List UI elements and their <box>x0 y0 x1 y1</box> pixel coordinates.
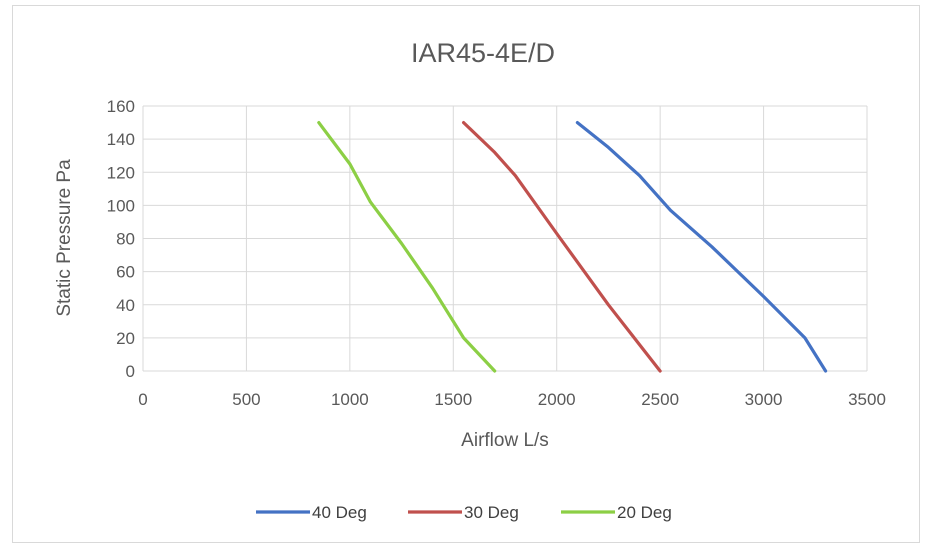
x-tick-label: 1500 <box>434 390 472 409</box>
series-line-20-deg <box>317 121 497 373</box>
chart-title: IAR45-4E/D <box>411 38 555 68</box>
y-tick-label: 100 <box>107 196 135 215</box>
y-tick-label: 120 <box>107 163 135 182</box>
x-tick-label: 2000 <box>538 390 576 409</box>
y-tick-label: 60 <box>116 263 135 282</box>
x-axis-title: Airflow L/s <box>461 430 549 451</box>
legend: 40 Deg 30 Deg 20 Deg <box>256 503 672 522</box>
x-tick-label: 1000 <box>331 390 369 409</box>
series-line-40-deg <box>575 121 828 373</box>
y-axis-title: Static Pressure Pa <box>54 159 75 317</box>
legend-label: 20 Deg <box>617 503 672 522</box>
series-lines <box>317 121 828 373</box>
y-tick-label: 40 <box>116 296 135 315</box>
y-tick-label: 140 <box>107 130 135 149</box>
legend-label: 40 Deg <box>312 503 367 522</box>
y-tick-label: 80 <box>116 230 135 249</box>
series-line-30-deg <box>462 121 662 373</box>
y-tick-label: 0 <box>126 362 135 381</box>
x-tick-label: 3000 <box>745 390 783 409</box>
legend-label: 30 Deg <box>464 503 519 522</box>
x-tick-label: 3500 <box>848 390 886 409</box>
x-tick-label: 500 <box>232 390 260 409</box>
y-tick-label: 160 <box>107 97 135 116</box>
y-tick-label: 20 <box>116 329 135 348</box>
chart-frame <box>12 5 920 543</box>
grid <box>142 105 868 372</box>
tick-labels: 0 20 40 60 80 100 120 140 160 0 500 1000 1500 2000 250… <box>107 97 886 409</box>
x-tick-label: 2500 <box>641 390 679 409</box>
x-tick-label: 0 <box>138 390 147 409</box>
